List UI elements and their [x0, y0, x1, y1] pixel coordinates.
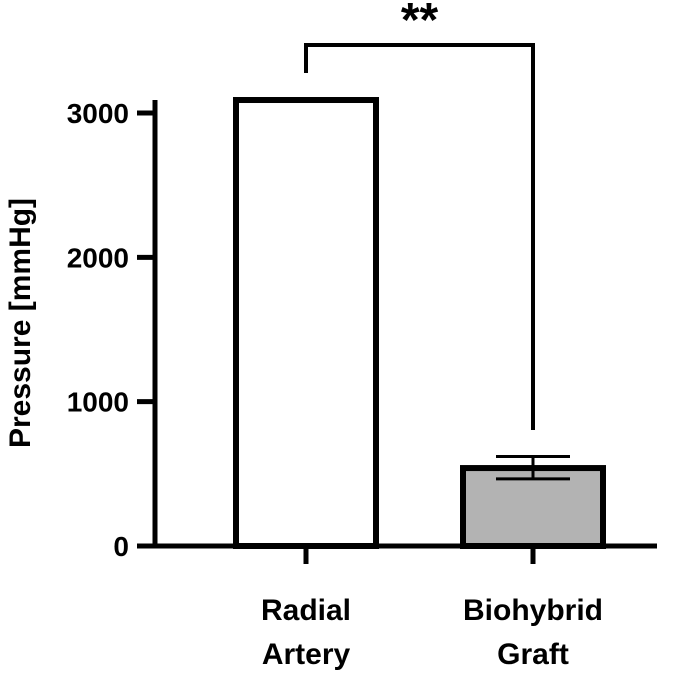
y-tick-label: 0 — [113, 531, 129, 562]
category-label-line1: Biohybrid — [463, 594, 603, 627]
y-tick-label: 3000 — [67, 98, 129, 129]
category-label-line2: Artery — [262, 638, 351, 671]
y-tick-label: 2000 — [67, 242, 129, 273]
category-label-line2: Graft — [497, 638, 569, 671]
significance-label: ** — [401, 0, 439, 47]
bar-0 — [233, 97, 379, 549]
y-tick-label: 1000 — [67, 387, 129, 418]
category-label-line1: Radial — [261, 594, 351, 627]
y-axis-title: Pressure [mmHg] — [4, 198, 37, 448]
significance-bracket — [304, 43, 535, 430]
